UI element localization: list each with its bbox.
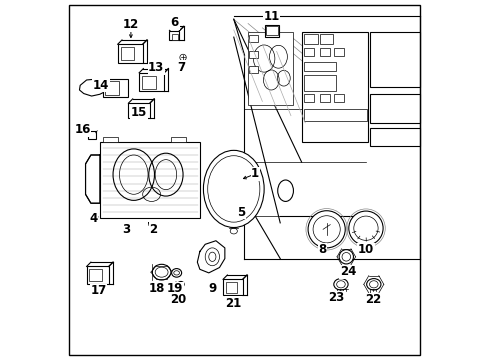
Text: 7: 7 — [177, 61, 184, 74]
Text: 15: 15 — [131, 106, 147, 120]
Bar — [369, 94, 419, 123]
Bar — [121, 47, 134, 60]
Ellipse shape — [366, 279, 380, 290]
Bar — [171, 137, 185, 143]
Bar — [319, 34, 332, 44]
Text: 23: 23 — [328, 291, 344, 305]
Ellipse shape — [333, 279, 347, 290]
Bar — [319, 94, 329, 102]
Bar — [139, 73, 164, 91]
Bar — [100, 143, 200, 217]
Bar — [304, 109, 366, 121]
Bar — [265, 26, 277, 35]
Bar — [103, 137, 118, 143]
Text: 24: 24 — [339, 265, 356, 278]
Text: 3: 3 — [122, 223, 130, 236]
Bar — [248, 66, 258, 73]
Text: 14: 14 — [93, 79, 109, 92]
Bar — [301, 32, 367, 143]
Bar — [369, 128, 419, 146]
Ellipse shape — [203, 150, 264, 228]
Text: 22: 22 — [364, 293, 381, 306]
Bar — [304, 75, 336, 91]
Text: 21: 21 — [225, 297, 241, 310]
Text: 11: 11 — [263, 10, 279, 23]
Polygon shape — [80, 79, 103, 96]
Ellipse shape — [152, 264, 171, 280]
Bar — [142, 76, 155, 89]
Polygon shape — [233, 1, 419, 258]
Polygon shape — [197, 241, 224, 273]
Text: 5: 5 — [236, 206, 244, 219]
Text: 13: 13 — [148, 61, 164, 74]
Bar — [333, 48, 343, 56]
Bar — [88, 131, 95, 139]
Bar — [333, 94, 343, 102]
Bar — [169, 31, 179, 40]
Bar — [105, 81, 119, 95]
Bar — [264, 24, 279, 37]
Bar — [131, 106, 143, 117]
Bar — [86, 266, 108, 284]
Bar — [223, 279, 242, 295]
Text: 12: 12 — [122, 18, 139, 31]
Text: 19: 19 — [166, 283, 183, 296]
Bar — [172, 33, 178, 40]
Text: 10: 10 — [357, 243, 373, 256]
Text: 1: 1 — [251, 167, 259, 180]
Ellipse shape — [339, 249, 353, 264]
Bar — [319, 48, 329, 56]
Bar — [103, 79, 128, 97]
Bar — [304, 34, 317, 44]
Text: 9: 9 — [208, 283, 216, 296]
Bar — [225, 282, 236, 293]
Bar — [248, 51, 258, 58]
Bar — [304, 94, 313, 102]
Ellipse shape — [235, 192, 245, 202]
Text: 20: 20 — [170, 293, 186, 306]
Bar — [247, 32, 292, 105]
Text: 17: 17 — [90, 284, 107, 297]
Text: 2: 2 — [149, 223, 157, 236]
Text: 6: 6 — [170, 16, 179, 29]
Polygon shape — [85, 155, 100, 203]
Bar — [369, 32, 419, 87]
Bar — [304, 48, 313, 56]
Bar — [248, 35, 258, 42]
Text: 4: 4 — [89, 212, 98, 225]
Bar — [304, 62, 336, 71]
Bar — [118, 44, 142, 63]
Bar — [128, 103, 149, 118]
Ellipse shape — [171, 269, 181, 277]
Text: 16: 16 — [74, 123, 91, 136]
Text: 8: 8 — [318, 243, 326, 256]
Ellipse shape — [307, 211, 345, 248]
Ellipse shape — [348, 211, 382, 246]
Bar — [89, 269, 102, 281]
Text: 18: 18 — [149, 283, 165, 296]
